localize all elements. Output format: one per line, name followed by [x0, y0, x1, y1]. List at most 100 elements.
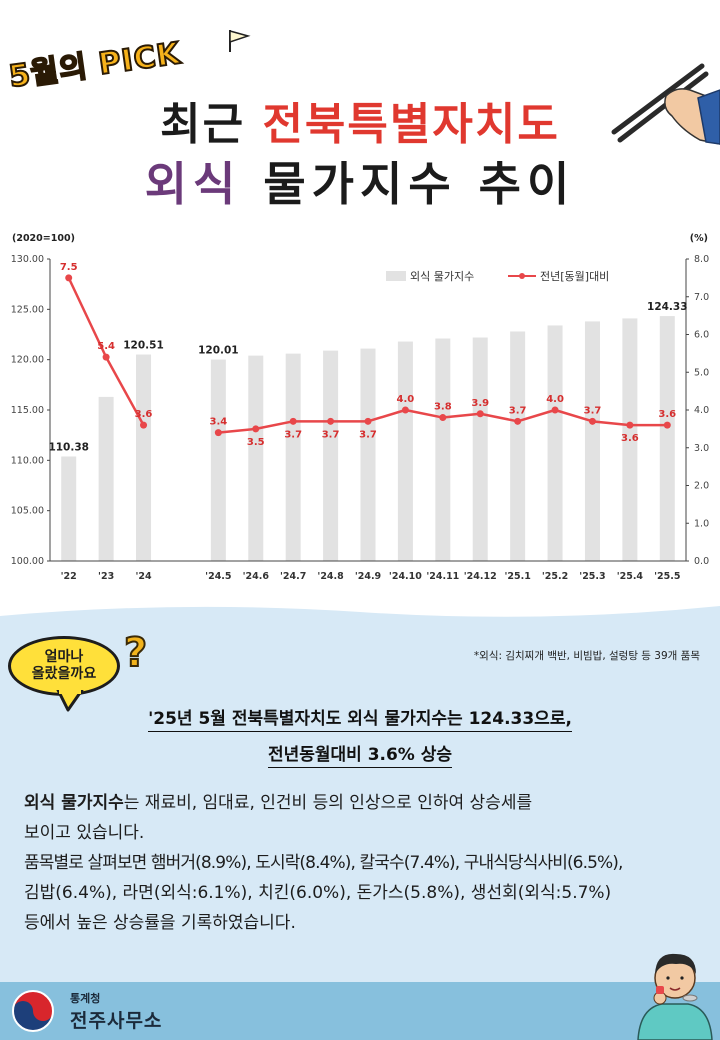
- bar: [61, 456, 77, 561]
- bar: [584, 321, 600, 561]
- title-dining: 외식: [144, 157, 242, 211]
- x-tick-label: '24.9: [355, 571, 381, 582]
- question-bubble: 얼마나 올랐을까요: [8, 636, 120, 696]
- description-line-1-text: 는 재료비, 임대료, 인건비 등의 인상으로 인하여 상승세를: [123, 793, 533, 813]
- bar: [210, 359, 226, 561]
- yoy-point: [214, 429, 222, 437]
- right-tick-label: 7.0: [694, 292, 709, 303]
- statistics-korea-logo: [12, 990, 54, 1032]
- left-tick-label: 125.00: [11, 304, 44, 315]
- yoy-point: [401, 406, 409, 414]
- yoy-value-label: 3.7: [322, 429, 340, 440]
- bar: [285, 353, 301, 561]
- yoy-value-label: 3.7: [509, 405, 527, 416]
- headline-2-text: 전년동월대비 3.6% 상승: [267, 745, 453, 768]
- yoy-point: [626, 421, 634, 429]
- flag-icon: [229, 30, 251, 52]
- yoy-value-label: 3.7: [359, 429, 377, 440]
- yoy-value-label: 3.6: [135, 409, 153, 420]
- description: 외식 물가지수는 재료비, 임대료, 인건비 등의 인상으로 인하여 상승세를 …: [24, 788, 714, 938]
- bar: [622, 318, 638, 561]
- left-tick-label: 120.00: [11, 355, 44, 366]
- description-bold: 외식 물가지수: [24, 793, 124, 813]
- x-tick-label: '24: [135, 571, 152, 582]
- right-tick-label: 1.0: [694, 518, 709, 529]
- x-tick-label: '22: [61, 571, 77, 582]
- yoy-point: [439, 414, 447, 422]
- yoy-point: [65, 274, 73, 282]
- page-title-line2: 외식 물가지수 추이: [0, 148, 720, 214]
- yoy-point: [289, 417, 297, 425]
- yoy-value-label: 7.5: [60, 262, 78, 273]
- yoy-point: [476, 410, 484, 418]
- x-tick-label: '23: [98, 571, 114, 582]
- info-wave-top: [0, 606, 720, 630]
- right-tick-label: 8.0: [694, 254, 709, 265]
- question-mark-icon: ?: [123, 629, 148, 677]
- headline-1-text: '25년 5월 전북특별자치도 외식 물가지수는 124.33으로,: [148, 709, 572, 732]
- footnote: *외식: 김치찌개 백반, 비빔밥, 설렁탕 등 39개 품목: [473, 650, 700, 662]
- info-panel: [0, 628, 720, 982]
- description-line-3: 품목별로 살펴보면 햄버거(8.9%), 도시락(8.4%), 칼국수(7.4%…: [24, 853, 623, 873]
- bar-value-label: 120.01: [198, 345, 239, 357]
- bar: [397, 341, 413, 561]
- yoy-value-label: 3.8: [434, 402, 452, 413]
- x-tick-label: '25.5: [654, 571, 680, 582]
- bubble-tail: [56, 690, 84, 712]
- yoy-point: [588, 417, 596, 425]
- legend-line-label: 전년[동월]대비: [540, 270, 609, 283]
- description-line-5: 등에서 높은 상승률을 기록하였습니다.: [24, 913, 296, 933]
- bar: [472, 337, 488, 561]
- left-tick-label: 115.00: [11, 405, 44, 416]
- x-tick-label: '24.8: [317, 571, 344, 582]
- x-tick-label: '24.11: [426, 571, 459, 582]
- yoy-value-label: 3.9: [471, 398, 489, 409]
- bar: [360, 348, 376, 561]
- x-tick-label: '24.5: [205, 571, 231, 582]
- bar-value-label: 110.38: [48, 442, 89, 454]
- bar-series: [61, 316, 675, 561]
- page-title-line1: 최근 전북특별자치도: [0, 88, 720, 152]
- x-tick-label: '24.10: [389, 571, 422, 582]
- bar: [136, 354, 152, 561]
- right-tick-label: 0.0: [694, 556, 709, 567]
- yoy-value-label: 3.6: [658, 409, 676, 420]
- yoy-point: [140, 421, 148, 429]
- right-tick-label: 4.0: [694, 405, 709, 416]
- description-line-2: 보이고 있습니다.: [24, 823, 145, 843]
- headline-2: 전년동월대비 3.6% 상승: [0, 740, 720, 768]
- yoy-point: [551, 406, 559, 414]
- x-tick-label: '25.2: [542, 571, 568, 582]
- yoy-point: [663, 421, 671, 429]
- legend-bar-swatch: [386, 271, 406, 281]
- left-tick-label: 110.00: [11, 455, 44, 466]
- footer: [0, 982, 720, 1040]
- yoy-point: [364, 417, 372, 425]
- right-tick-label: 5.0: [694, 367, 709, 378]
- bar: [98, 396, 114, 561]
- yoy-point: [327, 417, 335, 425]
- left-tick-label: 130.00: [11, 254, 44, 265]
- bar: [510, 331, 526, 561]
- data-labels: 110.38 120.51 120.01 124.33 7.5 5.4 3.6 3.4 3.5 3…: [48, 262, 687, 454]
- description-line-1: 외식 물가지수는 재료비, 임대료, 인건비 등의 인상으로 인하여 상승세를: [24, 788, 714, 818]
- title-plain: 최근: [160, 99, 263, 150]
- yoy-point: [514, 417, 522, 425]
- bar-value-label: 120.51: [123, 340, 164, 352]
- legend-bar-label: 외식 물가지수: [410, 270, 474, 283]
- right-tick-label: 2.0: [694, 481, 709, 492]
- right-tick-label: 6.0: [694, 330, 709, 341]
- x-tick-label: '24.6: [243, 571, 270, 582]
- bar: [248, 355, 264, 561]
- yoy-value-label: 3.5: [247, 437, 265, 448]
- description-line-4: 김밥(6.4%), 라면(외식:6.1%), 치킨(6.0%), 돈가스(5.8…: [24, 883, 612, 903]
- bar: [547, 325, 563, 561]
- line-series: [65, 274, 671, 437]
- question-bubble-text: 얼마나 올랐을까요: [31, 649, 97, 682]
- chopsticks-hand-icon: [611, 63, 720, 145]
- x-tick-label: '24.7: [280, 571, 306, 582]
- right-tick-label: 3.0: [694, 443, 709, 454]
- yoy-value-label: 3.6: [621, 433, 639, 444]
- yoy-value-label: 5.4: [97, 341, 115, 352]
- x-tick-label: '24.12: [464, 571, 497, 582]
